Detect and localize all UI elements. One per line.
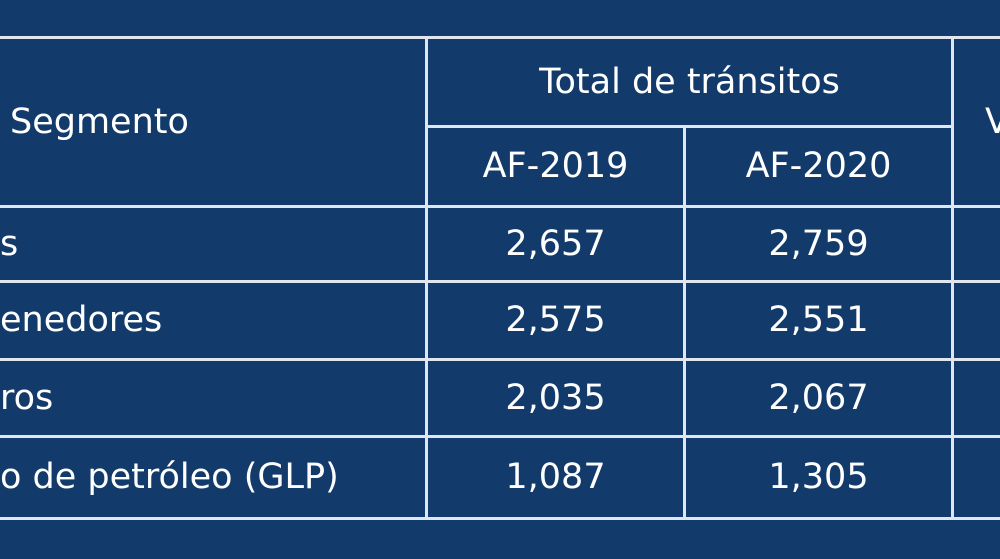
row-2-segment: enedores (0, 300, 163, 340)
row-4-segment: o de petróleo (GLP) (0, 457, 339, 497)
table-bottom-border (0, 517, 1000, 520)
column-divider-segment (425, 36, 428, 520)
row-1-segment: s (0, 223, 19, 264)
row-divider-2 (0, 358, 1000, 361)
header-extra-column: V (985, 101, 1000, 142)
row-1-af-2020: 2,759 (768, 223, 869, 264)
row-divider-3 (0, 435, 1000, 438)
table-top-border (0, 36, 1000, 39)
row-1-af-2019: 2,657 (505, 223, 606, 264)
row-4-af-2019: 1,087 (505, 457, 606, 497)
row-3-segment: ros (0, 377, 54, 418)
header-group-divider (425, 125, 952, 128)
header-bottom-border (0, 205, 1000, 208)
header-af-2020: AF-2020 (745, 146, 892, 186)
row-3-af-2019: 2,035 (505, 377, 606, 418)
row-divider-1 (0, 280, 1000, 283)
header-segment: Segmento (10, 101, 189, 142)
column-divider-years (683, 125, 686, 520)
header-total-transits: Total de tránsitos (539, 61, 840, 102)
row-4-af-2020: 1,305 (768, 457, 869, 497)
column-divider-extra (951, 36, 954, 520)
header-af-2019: AF-2019 (482, 146, 629, 186)
row-2-af-2019: 2,575 (505, 300, 606, 340)
row-2-af-2020: 2,551 (768, 300, 869, 340)
row-3-af-2020: 2,067 (768, 377, 869, 418)
